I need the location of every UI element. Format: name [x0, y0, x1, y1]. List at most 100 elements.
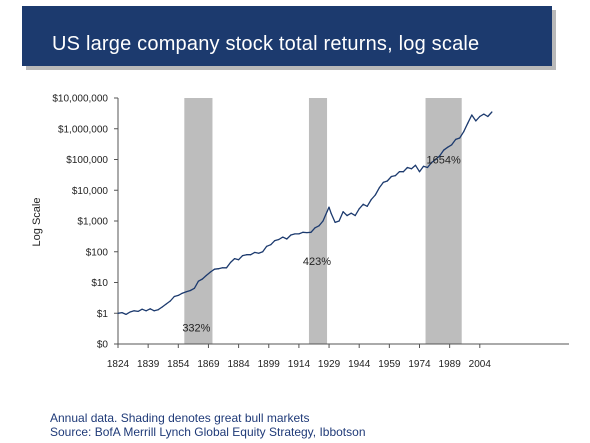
- data-point: [487, 115, 489, 118]
- y-axis-label: Log Scale: [31, 198, 43, 247]
- data-point: [378, 187, 380, 189]
- x-tick-label: 1854: [167, 359, 190, 370]
- data-point: [165, 303, 167, 305]
- data-point: [358, 208, 360, 210]
- data-point: [418, 171, 421, 173]
- data-point: [447, 146, 449, 148]
- shaded-periods: [184, 98, 462, 344]
- data-point: [362, 203, 364, 205]
- x-tick-label: 1899: [258, 359, 281, 370]
- data-point: [149, 308, 151, 310]
- data-point: [298, 233, 300, 235]
- data-point: [137, 310, 139, 312]
- data-point: [129, 311, 131, 313]
- data-point: [443, 149, 445, 151]
- x-tick-label: 1944: [348, 359, 371, 370]
- x-tick-label: 1929: [318, 359, 341, 370]
- data-point: [414, 164, 417, 166]
- title-banner: US large company stock total returns, lo…: [22, 6, 552, 66]
- data-point: [434, 158, 437, 161]
- x-tick-label: 2004: [469, 359, 492, 370]
- shade-band-3: [425, 98, 462, 344]
- x-tick-label: 1959: [378, 359, 401, 370]
- data-point: [185, 291, 187, 293]
- data-point: [161, 306, 163, 308]
- data-point: [254, 251, 256, 254]
- data-point: [406, 166, 409, 169]
- bull-market-annotation: 1654%: [426, 155, 460, 167]
- shade-band-1: [184, 98, 213, 344]
- data-point: [366, 205, 368, 207]
- data-point: [141, 308, 143, 310]
- y-tick-label: $10,000,000: [52, 94, 108, 105]
- bull-market-annotation: 423%: [303, 256, 331, 268]
- x-tick-label: 1839: [137, 359, 160, 370]
- data-point: [133, 310, 135, 312]
- data-point: [145, 310, 147, 312]
- data-point: [394, 174, 396, 177]
- x-tick-label: 1824: [107, 359, 130, 370]
- data-point: [338, 220, 340, 222]
- chart-title: US large company stock total returns, lo…: [52, 33, 480, 55]
- data-point: [201, 278, 204, 280]
- data-point: [246, 254, 248, 256]
- data-point: [274, 240, 276, 242]
- data-point: [426, 166, 429, 169]
- footnote-source: Source: BofA Merrill Lynch Global Equity…: [50, 425, 366, 439]
- data-point: [354, 214, 356, 217]
- data-point: [217, 268, 220, 270]
- y-tick-label: $0: [97, 340, 109, 351]
- data-point: [471, 114, 473, 116]
- data-point: [229, 261, 232, 264]
- data-point: [258, 252, 260, 254]
- y-tick-label: $1,000: [77, 217, 108, 228]
- data-point: [213, 268, 216, 270]
- data-point: [390, 175, 392, 178]
- data-point: [250, 254, 252, 256]
- data-point: [491, 111, 493, 113]
- data-point: [173, 295, 175, 298]
- x-tick-label: 1869: [197, 359, 220, 370]
- data-point: [402, 171, 405, 173]
- axes: [114, 97, 569, 348]
- data-point: [398, 171, 400, 173]
- shade-band-2: [308, 98, 328, 344]
- data-point: [306, 231, 308, 234]
- data-point: [326, 211, 328, 213]
- data-point: [209, 271, 212, 273]
- data-point: [342, 211, 344, 213]
- data-point: [197, 280, 199, 282]
- data-point: [302, 231, 304, 233]
- data-point: [157, 309, 159, 311]
- bull-market-annotation: 332%: [182, 322, 210, 334]
- y-tick-label: $10: [91, 278, 108, 289]
- data-point: [310, 231, 312, 233]
- data-point: [189, 289, 191, 292]
- data-point: [238, 259, 240, 261]
- labels: $0 $1 $10 $100 $1,000 $10,000 $100,000 $1,000,0…: [31, 94, 491, 371]
- data-point: [439, 155, 441, 157]
- data-point: [270, 244, 272, 246]
- data-point: [242, 254, 244, 257]
- data-point: [386, 180, 388, 182]
- data-point: [463, 131, 465, 133]
- data-point: [318, 225, 320, 227]
- data-point: [314, 227, 316, 229]
- data-point: [290, 234, 292, 236]
- data-point: [294, 233, 296, 235]
- data-point: [286, 238, 288, 240]
- x-tick-label: 1974: [408, 359, 431, 370]
- data-point: [193, 287, 195, 289]
- y-tick-label: $1: [97, 309, 109, 320]
- y-tick-label: $10,000: [72, 186, 109, 197]
- data-point: [350, 212, 352, 214]
- data-point: [455, 138, 457, 141]
- data-point: [266, 245, 268, 247]
- data-point: [225, 267, 228, 269]
- data-point: [374, 194, 376, 196]
- data-point: [328, 206, 330, 208]
- y-tick-label: $100,000: [66, 155, 108, 166]
- data-point: [117, 312, 119, 314]
- data-point: [475, 120, 477, 122]
